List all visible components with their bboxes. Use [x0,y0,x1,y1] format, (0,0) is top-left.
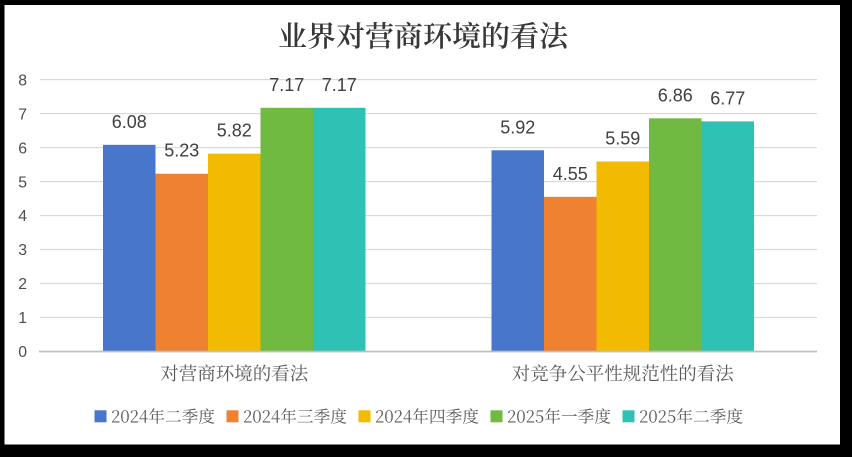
svg-text:7: 7 [18,106,27,123]
svg-text:5.23: 5.23 [164,141,199,161]
svg-text:2: 2 [18,276,27,293]
svg-text:5: 5 [18,174,27,191]
svg-text:1: 1 [18,310,27,327]
svg-text:0: 0 [18,344,27,361]
svg-text:6.08: 6.08 [112,112,147,132]
svg-text:6.77: 6.77 [710,88,745,108]
svg-text:6: 6 [18,140,27,157]
svg-text:5.92: 5.92 [500,117,535,137]
svg-text:4.55: 4.55 [553,164,588,184]
svg-text:4: 4 [18,208,27,225]
svg-text:7.17: 7.17 [322,75,357,95]
svg-text:5.59: 5.59 [605,129,640,149]
svg-text:8: 8 [18,72,27,89]
svg-text:3: 3 [18,242,27,259]
svg-text:7.17: 7.17 [269,75,304,95]
svg-text:5.82: 5.82 [217,121,252,141]
svg-text:6.86: 6.86 [658,85,693,105]
